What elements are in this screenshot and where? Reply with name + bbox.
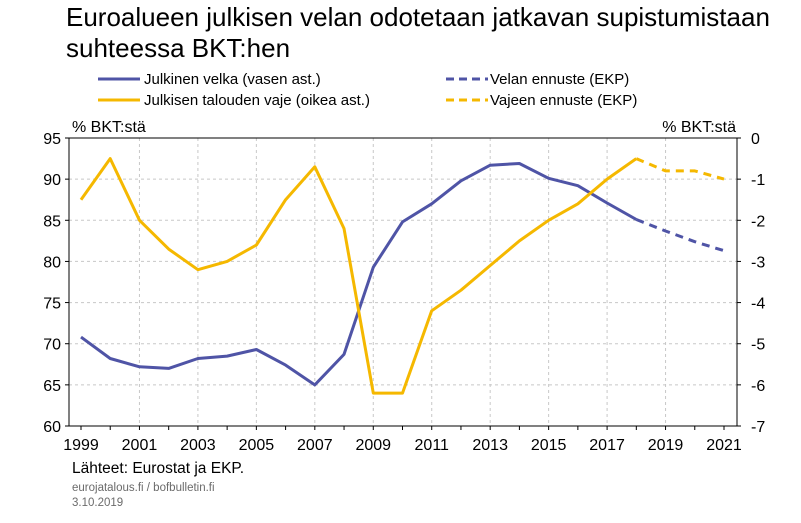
site-note: eurojatalous.fi / bofbulletin.fi: [72, 482, 215, 494]
y-tick-label-right: -3: [751, 254, 765, 271]
y-tick-label-left: 90: [43, 172, 61, 189]
x-tick-label: 2017: [589, 437, 625, 454]
legend-label-deficit-forecast: Vajeen ennuste (EKP): [490, 92, 637, 109]
plot-area-frame: [68, 137, 738, 427]
x-tick-label: 2015: [531, 437, 567, 454]
legend-label-debt-forecast: Velan ennuste (EKP): [490, 71, 629, 88]
x-tick-label: 1999: [63, 437, 99, 454]
legend-label-deficit: Julkisen talouden vaje (oikea ast.): [144, 92, 370, 109]
sources-note: Lähteet: Eurostat ja EKP.: [72, 460, 245, 477]
x-tick-label: 2011: [415, 437, 450, 454]
date-note: 3.10.2019: [72, 497, 124, 509]
chart-title: Euroalueen julkisen velan odotetaan jatk…: [66, 2, 770, 63]
y-tick-label-right: -7: [751, 419, 765, 436]
grid-lines: [69, 138, 737, 426]
y-tick-label-left: 85: [43, 213, 61, 230]
x-tick-label: 2021: [706, 437, 742, 454]
x-tick-label: 2009: [355, 437, 391, 454]
x-tick-label: 2001: [122, 437, 158, 454]
y-tick-label-left: 65: [43, 378, 61, 395]
series-line-3: [635, 157, 725, 181]
x-tick-label: 2005: [239, 437, 275, 454]
x-tick-label: 2013: [472, 437, 508, 454]
x-tick-label: 2007: [297, 437, 333, 454]
y-tick-label-right: -4: [751, 296, 765, 313]
y-tick-label-left: 70: [43, 337, 61, 354]
left-axis-title: % BKT:stä: [72, 119, 146, 136]
y-tick-label-left: 95: [43, 131, 61, 148]
legend-label-debt: Julkinen velka (vasen ast.): [144, 71, 321, 88]
legend: Julkinen velka (vasen ast.) Julkisen tal…: [98, 71, 637, 109]
series-line-1: [79, 157, 638, 395]
y-tick-label-right: -5: [751, 337, 765, 354]
y-tick-label-left: 75: [43, 296, 61, 313]
y-tick-label-right: -1: [751, 172, 765, 189]
right-axis-title: % BKT:stä: [662, 119, 736, 136]
y-tick-label-right: -6: [751, 378, 765, 395]
y-tick-label-left: 60: [43, 419, 61, 436]
y-tick-label-right: -2: [751, 213, 765, 230]
x-tick-label: 2019: [648, 437, 684, 454]
x-tick-label: 2003: [180, 437, 216, 454]
series-line-2: [635, 218, 725, 253]
axis-ticks: 95 90 85 80 75 70 65 60 0 -1 -2 -3 -4 -5 -6 -7 1999 2001 2…: [43, 131, 765, 454]
y-tick-label-right: 0: [751, 131, 760, 148]
series-lines: [79, 157, 725, 395]
y-tick-label-left: 80: [43, 254, 61, 271]
series-line-0: [80, 162, 638, 387]
